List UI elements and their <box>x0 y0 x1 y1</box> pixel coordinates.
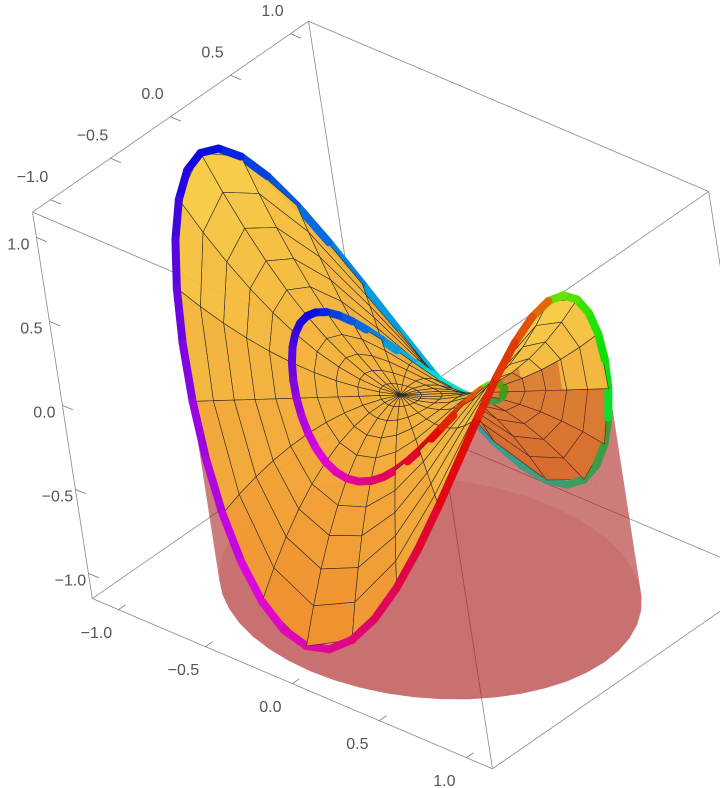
rim-tube <box>236 152 272 181</box>
cylinder-wall <box>532 301 605 673</box>
tick-mark <box>230 74 242 81</box>
x-tick-label: −1.0 <box>81 625 113 642</box>
rim-tube <box>237 558 267 606</box>
z-tick-label: −0.5 <box>42 489 74 506</box>
rim-tube <box>172 284 187 348</box>
tick-mark <box>205 641 213 647</box>
tick-mark <box>118 604 126 610</box>
tick-mark <box>50 199 62 205</box>
rim-tube <box>438 411 458 431</box>
rim-tube <box>594 329 609 364</box>
tick-mark <box>290 33 302 39</box>
rim-tube <box>171 195 183 244</box>
box-edge <box>32 212 93 599</box>
cylinder-wall <box>588 312 642 625</box>
tick-mark <box>88 572 99 579</box>
cylinder-wall <box>283 629 311 672</box>
rim-tube <box>454 412 483 465</box>
tick-mark <box>170 116 182 122</box>
rim-tube <box>174 166 192 204</box>
cylinder-wall <box>515 316 588 682</box>
rim-tube <box>517 461 551 484</box>
cylinder-wall <box>438 460 496 700</box>
tick-mark <box>62 404 73 411</box>
rim-tube <box>292 201 333 247</box>
cylinder-wall <box>306 646 335 681</box>
z-tick-label: 1.0 <box>7 237 29 254</box>
y-tick-label: 1.0 <box>261 3 283 20</box>
z-tick-label: 0.0 <box>33 405 55 422</box>
tick-mark <box>36 236 47 243</box>
rim-tube <box>358 279 401 332</box>
rim-tube <box>202 455 227 518</box>
cylinder-wall <box>396 549 442 700</box>
cylinder-wall <box>352 618 387 694</box>
cylinder-wall <box>604 359 642 597</box>
rim-tube <box>489 437 526 470</box>
cylinder-wall <box>478 376 546 694</box>
rim-tube <box>178 339 197 406</box>
rim-tube <box>474 372 501 421</box>
cylinder-wall <box>329 639 360 688</box>
surface-patch <box>313 567 359 607</box>
z-tick-label: −1.0 <box>55 573 87 590</box>
tick-mark <box>292 678 300 684</box>
y-tick-label: −0.5 <box>77 127 109 144</box>
cylinder-wall <box>458 416 522 698</box>
tick-mark <box>110 157 122 164</box>
rim-tube <box>188 397 211 464</box>
box-edge <box>432 191 709 383</box>
y-tick-label: 0.5 <box>201 44 223 61</box>
tick-mark <box>49 320 60 327</box>
cylinder-wall <box>496 342 568 689</box>
cylinder-wall <box>604 417 632 568</box>
x-tick-label: 0.5 <box>346 736 368 753</box>
rim-tube <box>218 509 246 567</box>
rim-tube <box>392 545 422 592</box>
cylinder-wall <box>584 465 608 540</box>
z-tick-label: 0.5 <box>20 321 42 338</box>
cylinder-wall <box>493 441 527 497</box>
rim-tube <box>370 583 401 623</box>
box-edge <box>492 610 720 770</box>
rim-tube <box>492 338 519 381</box>
rim-tube <box>263 172 301 210</box>
cylinder-wall <box>546 480 573 516</box>
rim-tube <box>279 625 311 650</box>
rim-tube <box>510 312 537 347</box>
x-tick-label: 0.0 <box>259 699 281 716</box>
tick-mark <box>379 715 387 721</box>
rim-tube <box>258 597 288 634</box>
cylinder-wall <box>418 506 469 700</box>
rim-tube <box>600 413 613 449</box>
x-tick-label: 1.0 <box>433 773 455 788</box>
rim-tube <box>348 614 379 644</box>
rim-tube <box>413 502 443 554</box>
y-tick-label: 0.0 <box>141 86 163 103</box>
cylinder-wall <box>596 444 622 554</box>
box-edge <box>308 20 709 192</box>
rim-tube <box>434 456 463 511</box>
tick-mark <box>466 752 474 758</box>
cylinder-wall <box>608 388 639 582</box>
cylinder-wall <box>521 465 551 506</box>
cylinder-wall <box>374 587 414 698</box>
cylinder-wall <box>567 479 592 528</box>
cylinder-wall <box>222 513 253 637</box>
x-tick-label: −0.5 <box>168 662 200 679</box>
tick-mark <box>75 488 86 495</box>
y-tick-label: −1.0 <box>17 169 49 186</box>
rim-tube <box>325 635 357 654</box>
rim-tube <box>171 235 181 293</box>
box-edge <box>708 191 720 268</box>
